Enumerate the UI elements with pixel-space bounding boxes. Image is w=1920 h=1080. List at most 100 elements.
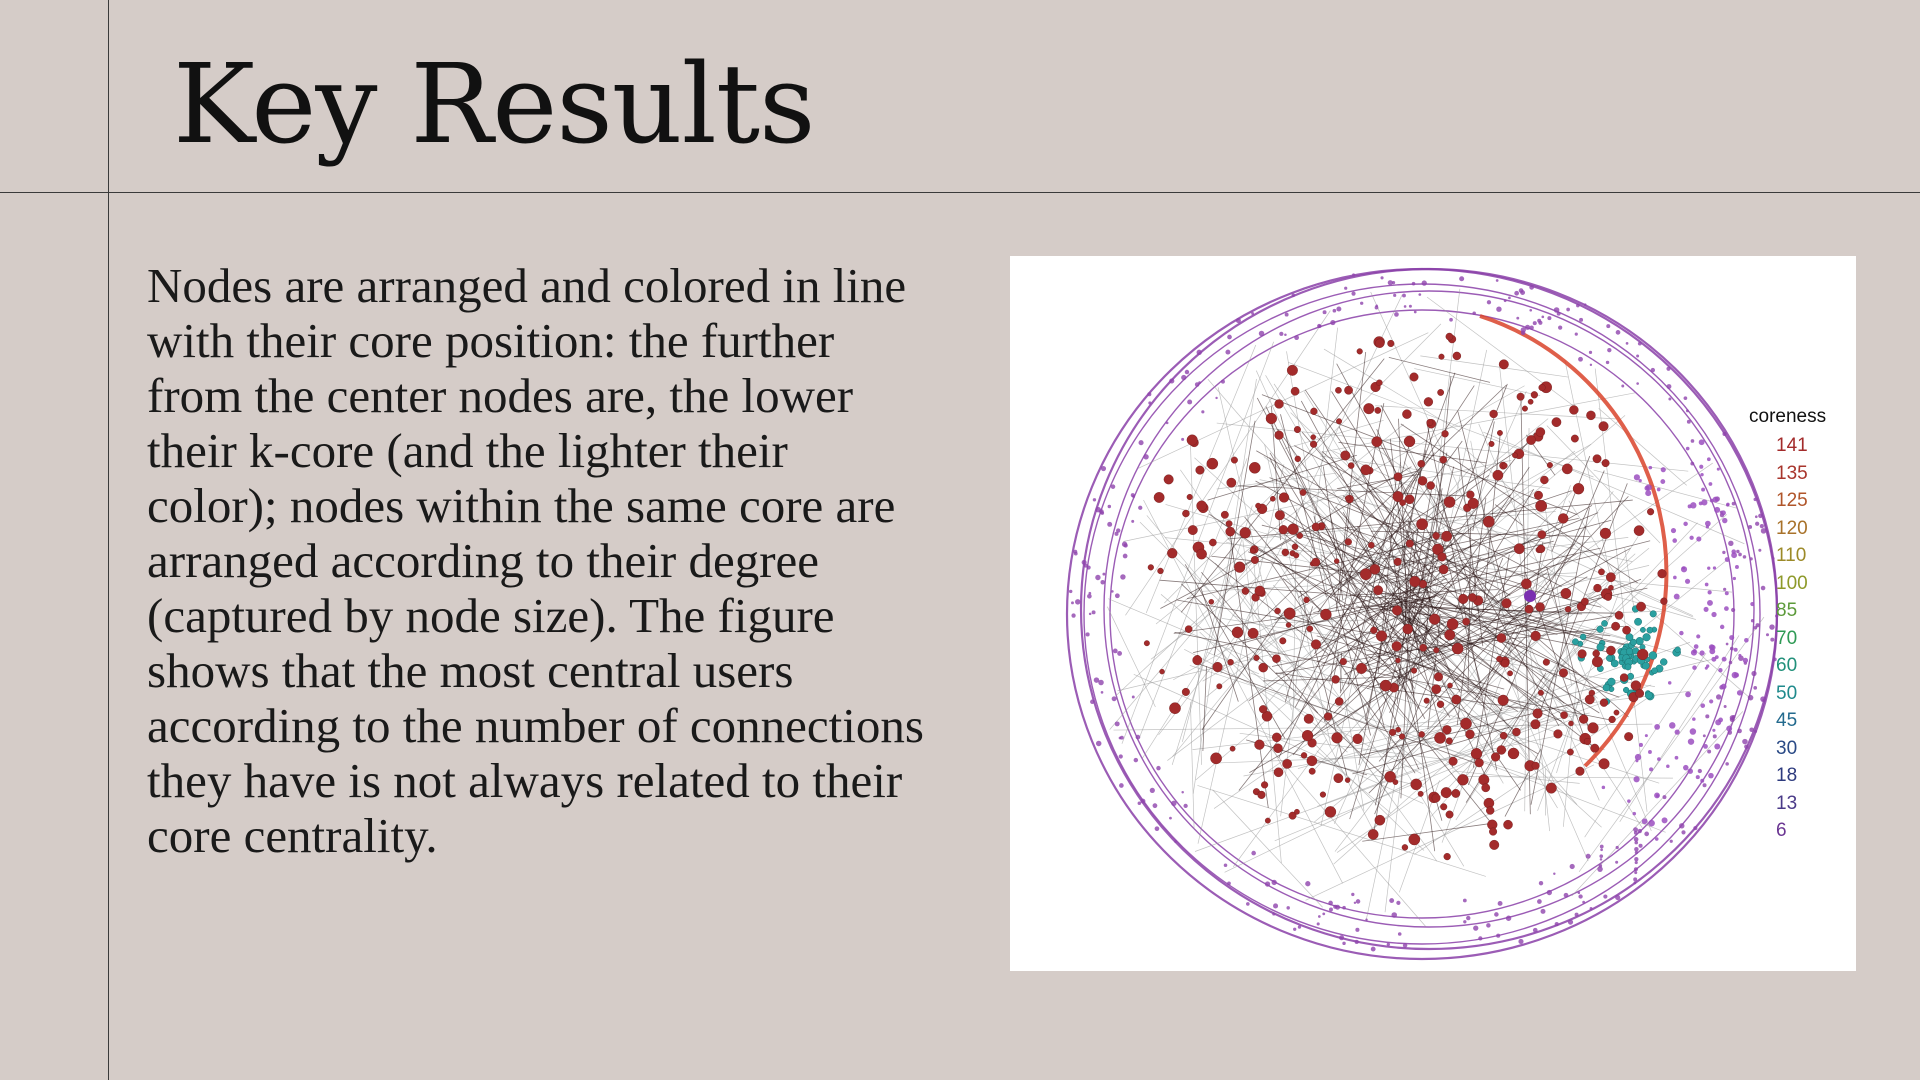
legend-item: 141 [1776, 435, 1808, 456]
peripheral-node [1762, 698, 1766, 703]
core-node [1446, 618, 1459, 630]
peripheral-node [1402, 943, 1408, 948]
core-node [1478, 774, 1490, 786]
core-node [1437, 552, 1447, 562]
core-node [1296, 532, 1303, 539]
peripheral-node [1187, 399, 1193, 405]
edge [1314, 543, 1398, 655]
core-node [1308, 767, 1316, 775]
peripheral-node [1712, 728, 1716, 732]
core-node [1451, 694, 1462, 705]
edge [1472, 554, 1510, 768]
peripheral-node [1660, 467, 1666, 473]
peripheral-node [1332, 308, 1337, 313]
edge [1142, 581, 1256, 759]
core-node [1370, 626, 1378, 634]
peripheral-node [1696, 536, 1702, 542]
peripheral-node [1532, 321, 1537, 326]
peripheral-node [1494, 912, 1499, 917]
core-node [1206, 457, 1219, 470]
core-node [1411, 667, 1418, 674]
peripheral-node [1143, 454, 1149, 460]
peripheral-node [1760, 585, 1766, 591]
peripheral-node [1291, 293, 1296, 298]
peripheral-node [1699, 650, 1705, 656]
peripheral-node [1701, 487, 1706, 492]
core-node [1426, 418, 1434, 426]
peripheral-node [1625, 342, 1629, 345]
edge [1402, 592, 1421, 654]
core-node [1577, 649, 1587, 659]
core-node [1340, 450, 1351, 461]
peripheral-node [1135, 734, 1141, 740]
peripheral-node [1413, 310, 1417, 314]
peripheral-node [1698, 439, 1705, 446]
edge [1405, 432, 1536, 602]
core-node [1265, 412, 1277, 425]
edge [1246, 739, 1368, 776]
core-node [1498, 359, 1509, 370]
edge [1483, 431, 1745, 545]
edge [1470, 440, 1524, 722]
peripheral-node [1633, 827, 1638, 833]
peripheral-node [1685, 409, 1689, 413]
peripheral-node [1418, 293, 1422, 296]
edge [1259, 479, 1633, 562]
peripheral-node [1708, 772, 1714, 779]
core-node [1432, 532, 1440, 540]
core-node [1491, 752, 1501, 762]
peripheral-node [1194, 382, 1200, 387]
peripheral-node [1068, 589, 1073, 594]
edge [1556, 695, 1581, 774]
core-node [1613, 709, 1620, 716]
edge [1403, 461, 1643, 828]
edge [1343, 635, 1501, 695]
peripheral-node [1156, 765, 1161, 771]
peripheral-node [1750, 619, 1755, 623]
peripheral-node [1732, 576, 1737, 581]
mid-core-node [1651, 667, 1658, 675]
peripheral-node [1765, 633, 1770, 637]
peripheral-node [1330, 319, 1336, 326]
core-node [1441, 430, 1449, 438]
core-node [1300, 752, 1308, 759]
legend-item: 110 [1776, 545, 1807, 566]
core-node [1258, 662, 1268, 673]
core-node [1604, 593, 1612, 601]
peripheral-node [1220, 379, 1225, 384]
core-node [1560, 711, 1568, 719]
edge [1388, 356, 1491, 383]
core-node [1538, 384, 1546, 392]
core-node [1278, 525, 1288, 535]
core-node [1253, 654, 1260, 661]
peripheral-node [1731, 671, 1739, 679]
peripheral-node [1599, 844, 1604, 849]
peripheral-node [1723, 704, 1727, 708]
peripheral-node [1114, 721, 1120, 727]
edge [1248, 551, 1480, 648]
core-node [1196, 500, 1207, 512]
peripheral-node [1588, 350, 1593, 354]
peripheral-node [1700, 778, 1705, 783]
peripheral-node [1634, 753, 1642, 761]
peripheral-node [1751, 670, 1757, 677]
core-node [1553, 729, 1563, 739]
peripheral-node [1707, 566, 1711, 570]
core-node [1288, 811, 1297, 820]
peripheral-node [1693, 644, 1699, 649]
core-node [1254, 739, 1265, 750]
edge [1172, 631, 1276, 757]
highlight-node [1524, 590, 1536, 602]
shell-ring [1079, 267, 1779, 951]
peripheral-node [1722, 550, 1726, 555]
core-node [1196, 548, 1207, 560]
peripheral-node [1566, 307, 1570, 312]
peripheral-node [1087, 593, 1092, 599]
core-node [1636, 601, 1646, 612]
core-node [1303, 713, 1314, 724]
mid-core-node [1634, 617, 1642, 626]
peripheral-node [1615, 845, 1619, 850]
peripheral-node [1583, 303, 1587, 306]
edge [1224, 676, 1631, 873]
peripheral-node [1272, 912, 1276, 916]
